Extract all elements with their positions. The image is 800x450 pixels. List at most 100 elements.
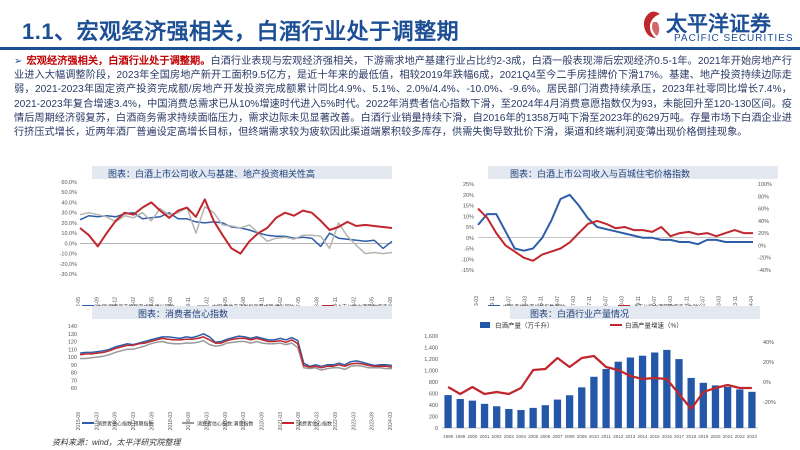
x-tick-label: 2013-11: [490, 296, 496, 312]
x-tick-label: 2006-02: [131, 297, 137, 312]
chart-panel-4: 图表：白酒行业产量情况 1,600 1,400 1,200 1,000 800 600 40…: [420, 306, 795, 446]
bar: [687, 377, 695, 428]
x-tick-label: 2023-11: [733, 296, 739, 312]
x-tick-label: 2024-03: [388, 412, 394, 431]
y-tick-label: 140: [68, 324, 77, 330]
bullet-arrow-icon: ➢: [14, 56, 23, 67]
x-tick-label: 2021-02: [351, 297, 357, 312]
series-line: [477, 207, 753, 262]
x-tick-label: 2018-07: [603, 296, 609, 312]
y-tick-label: 80: [71, 371, 77, 377]
x-tick-label: 2007: [552, 434, 563, 439]
x-tick-label: 2015: [650, 434, 661, 439]
x-tick-label: 2017-11: [587, 296, 593, 312]
x-tick-label: 2007-05: [149, 297, 155, 312]
paragraph-text: 白酒行业表现与宏观经济强相关，下游需求地产基建行业占比约2-3成，白酒一般表现滞…: [14, 56, 793, 139]
x-tick-label: 2017-05: [296, 297, 302, 312]
x-tick-label: 2017-09: [149, 412, 155, 431]
y-tick-label-left: 200: [429, 415, 438, 421]
legend-label: 消费者信心指数: [297, 421, 332, 428]
y-tick-label: 110: [68, 347, 77, 353]
x-tick-label: 2015-09: [76, 412, 82, 431]
x-tick-label: 2010: [589, 434, 600, 439]
x-tick-label: 2016-03: [94, 412, 100, 431]
bar: [748, 391, 756, 428]
bar: [699, 382, 707, 428]
x-tick-label: 2012: [613, 434, 624, 439]
x-tick-label: 2017-03: [131, 412, 137, 431]
y-tick-label-left: -5%: [464, 247, 474, 253]
y-tick-label-left: -10%: [461, 257, 474, 263]
y-tick-label-left: 20%: [463, 193, 474, 199]
x-tick-label: 2005: [528, 434, 539, 439]
x-tick-label: 2000: [467, 434, 478, 439]
x-tick-label: 2017-03: [571, 296, 577, 312]
bar: [626, 357, 635, 428]
y-tick-label: -30.0%: [60, 272, 78, 278]
bar: [711, 385, 720, 428]
x-tick-label: 2019-09: [223, 412, 229, 431]
body-paragraph: ➢ 宏观经济强相关，白酒行业处于调整期。白酒行业表现与宏观经济强相关，下游需求地产…: [14, 55, 792, 140]
x-tick-label: 1999: [455, 434, 466, 439]
x-tick-label: 2018: [686, 434, 697, 439]
y-tick-label-left: 5%: [466, 225, 474, 231]
x-tick-label: 2016-07: [555, 296, 561, 312]
bar: [723, 386, 732, 428]
x-tick-label: 2006: [540, 434, 551, 439]
x-tick-label: 2023-09: [370, 412, 376, 431]
y-tick-label-left: 0: [435, 426, 438, 432]
bar: [590, 376, 598, 428]
x-tick-label: 2021-09: [296, 412, 302, 431]
legend-label: 消费者信心指数:预期指数: [97, 421, 153, 428]
bar: [517, 410, 525, 428]
x-tick-label: 2016-09: [113, 412, 119, 431]
legend-label: 消费者信心指数:满意指数: [197, 421, 253, 428]
y-tick-label-left: 15%: [463, 204, 474, 210]
x-tick-label: 2003: [504, 434, 515, 439]
y-tick-label: 90: [71, 363, 77, 369]
series-line: [79, 198, 393, 255]
x-tick-label: 2019-11: [333, 297, 339, 312]
x-tick-label: 2023-08: [388, 297, 394, 312]
chart-1-svg: 60.0% 50.0% 40.0% 30.0% 20.0% 10.0% 0.0% -10.0%…: [60, 180, 394, 312]
page-title: 1.1、宏观经济强相关，白酒行业处于调整期: [22, 19, 460, 44]
x-tick-label: 2004: [516, 434, 527, 439]
company-logo: 太平洋证券 PACIFIC SECURITIES: [640, 8, 800, 48]
x-tick-label: 2013-08: [241, 297, 247, 312]
y-tick-label: 60.0%: [61, 180, 77, 186]
chart-4-svg: 1,6001,4001,2001,000800600400200040%20%0…: [424, 321, 776, 440]
caption-bar: [92, 166, 392, 179]
chart-2-title: 图表：白酒上市公司收入与百城住宅价格指数: [510, 169, 691, 179]
y-tick-label: 70: [71, 378, 77, 384]
bar: [493, 406, 501, 428]
x-tick-label: 2018-08: [315, 297, 321, 312]
x-tick-label: 2002: [492, 434, 503, 439]
y-tick-label-left: 1,000: [424, 369, 438, 375]
y-tick-label-left: 1,200: [424, 357, 438, 363]
x-tick-label: 2018-09: [186, 412, 192, 431]
caption-bar: [510, 306, 760, 319]
bar: [565, 395, 574, 428]
paragraph-lead: 宏观经济强相关，白酒行业处于调整期。: [26, 56, 211, 67]
chart-3-title: 图表：消费者信心指数: [138, 309, 229, 319]
x-tick-label: 2003-09: [94, 297, 100, 312]
x-tick-label: 2020: [710, 434, 721, 439]
legend-label: 白酒产量（万千升）: [495, 321, 554, 330]
x-tick-label: 2009-11: [186, 297, 192, 312]
x-tick-label: 2021: [723, 434, 734, 439]
bar: [541, 405, 549, 428]
chart-4-title: 图表：白酒行业产量情况: [530, 309, 630, 319]
chart-2-svg: 25% 20% 15% 10% 5% 0% -5% -10% -15% 100% 80% 60% 40%…: [461, 182, 772, 312]
bar: [614, 361, 622, 428]
x-tick-label: 2008: [565, 434, 576, 439]
y-tick-label: 30.0%: [61, 211, 77, 217]
y-tick-label: 120: [68, 340, 77, 346]
x-tick-label: 2022: [735, 434, 746, 439]
bar: [468, 400, 477, 428]
bar: [602, 369, 610, 428]
x-tick-label: 2023-03: [717, 296, 723, 312]
bar: [444, 395, 452, 428]
y-tick-label-right: 20%: [758, 231, 769, 237]
y-tick-label: 60: [71, 386, 77, 392]
